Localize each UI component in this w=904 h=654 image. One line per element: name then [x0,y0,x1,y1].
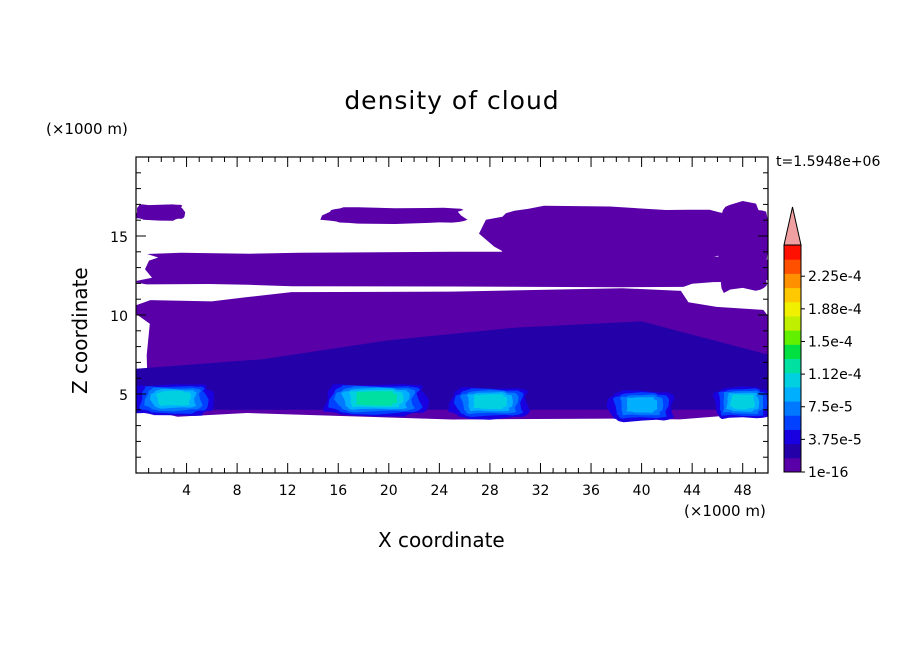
x-tick-label: 36 [582,483,600,499]
colorbar-swatch [784,372,801,388]
chart-title: density of cloud [344,86,560,115]
colorbar-label: 1.5e-4 [808,334,853,350]
x-tick-label: 4 [182,483,191,499]
cloud-layer-1 [136,251,768,288]
colorbar-label: 3.75e-5 [808,432,862,448]
cloud-patch-4 [479,205,732,262]
timestamp-label: t=1.5948e+06 [776,154,881,170]
x-tick-label: 44 [683,483,701,499]
colorbar-swatch [784,315,801,331]
core-0-level-6 [156,390,192,406]
x-tick-label: 32 [532,483,550,499]
inner-layer-band [136,321,768,410]
core-2-level-6 [473,394,508,410]
colorbar-swatch [784,358,801,374]
colorbar-swatch [784,401,801,416]
colorbar: 1e-16 3.75e-5 7.5e-5 1.12e-4 1.5e-4 1.88e-4 2.… [783,206,862,481]
x-tick-label: 24 [430,483,448,499]
colorbar-swatch [784,330,801,345]
colorbar-swatch [784,344,801,359]
z-axis-unit: (×1000 m) [46,120,128,138]
colorbar-swatch [784,386,801,402]
colorbar-swatch [784,301,801,317]
cloud-patch-2 [136,204,186,221]
colorbar-swatch [784,457,801,473]
y-tick-label: 15 [110,230,128,246]
colorbar-swatch [784,429,801,445]
colorbar-swatch [784,287,801,303]
y-tick-label: 5 [119,388,128,404]
cloud-patch-3 [320,207,468,224]
contour-field [136,201,768,423]
colorbar-swatch [784,259,801,274]
core-1-level-7 [356,391,398,406]
x-tick-label: 16 [329,483,347,499]
x-axis-label: X coordinate [378,528,505,552]
colorbar-border [783,244,802,473]
colorbar-label: 1e-16 [808,465,848,481]
colorbar-swatch [784,245,801,260]
y-axis-ticks: 5 10 15 [110,156,768,474]
colorbar-label: 1.12e-4 [808,367,862,383]
colorbar-swatch [784,273,801,289]
colorbar-swatch [784,443,801,459]
colorbar-label: 1.88e-4 [808,302,862,318]
x-tick-label: 20 [380,483,398,499]
core-4-level-6 [729,394,756,410]
x-tick-label: 12 [279,483,297,499]
x-tick-label: 28 [481,483,499,499]
colorbar-label: 2.25e-4 [808,269,862,285]
y-tick-label: 10 [110,309,128,325]
core-3-level-5 [626,397,658,413]
cloud-patch-5 [715,201,768,293]
x-tick-label: 48 [734,483,752,499]
colorbar-label: 7.5e-5 [808,400,853,416]
x-axis-ticks: 4 8 12 16 20 24 28 32 36 40 44 48 [135,157,769,499]
x-tick-label: 8 [233,483,242,499]
x-axis-unit: (×1000 m) [684,502,766,520]
colorbar-swatch [784,415,801,430]
colorbar-extend-triangle [783,206,802,246]
x-tick-label: 40 [633,483,651,499]
